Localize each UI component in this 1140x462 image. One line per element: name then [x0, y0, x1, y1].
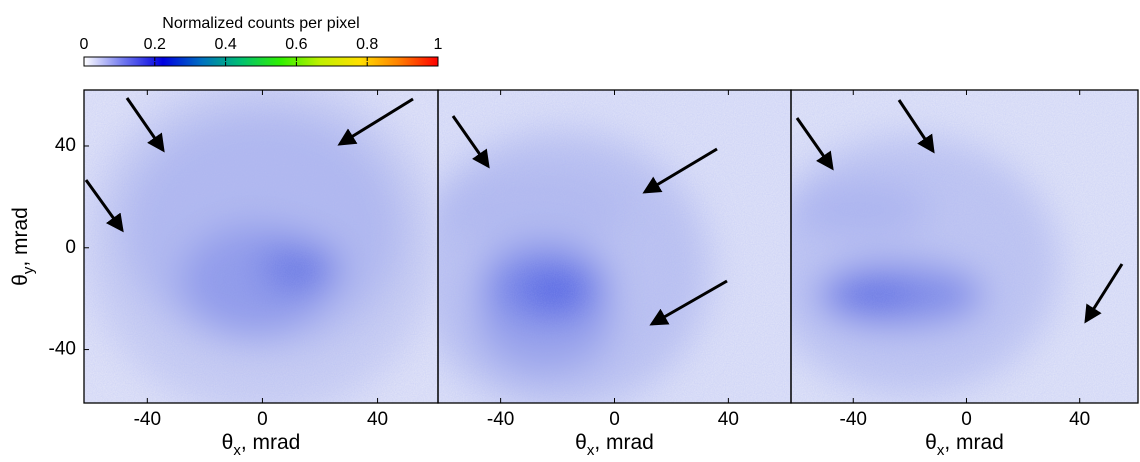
panel-frame — [790, 89, 1139, 404]
x-tick-label: 0 — [609, 409, 620, 430]
colorbar-tick-label: 0.2 — [144, 36, 166, 53]
axis-label-sub: x — [587, 442, 595, 459]
axis-label: θx, mrad — [575, 431, 654, 459]
colorbar — [83, 56, 439, 67]
heatmap-image — [84, 90, 438, 403]
colorbar-title: Normalized counts per pixel — [162, 15, 359, 32]
x-tick-label: -40 — [840, 409, 867, 430]
axis-label-symbol: θ — [925, 431, 937, 454]
axis-label-text: , mrad — [944, 431, 1004, 454]
x-tick-label: 40 — [1069, 409, 1090, 430]
colorbar-tick-label: 0.6 — [285, 36, 307, 53]
axis-label-text: , mrad — [9, 207, 32, 267]
axis-label: θx, mrad — [222, 431, 301, 459]
arrows — [84, 97, 1124, 326]
heatmap-image — [791, 90, 1138, 403]
axis-label-text: , mrad — [241, 431, 301, 454]
colorbar-tick-label: 0 — [80, 36, 89, 53]
x-tick-label: 40 — [367, 409, 388, 430]
x-tick-label: 40 — [718, 409, 739, 430]
x-tick-label: -40 — [487, 409, 514, 430]
x-tick-label: 0 — [961, 409, 972, 430]
x-tick-label: -40 — [134, 409, 161, 430]
colorbar-tick-label: 0.4 — [214, 36, 236, 53]
axis-label-symbol: θ — [222, 431, 234, 454]
heatmap-image — [438, 90, 791, 403]
axis-label: θy, mrad — [9, 207, 37, 286]
y-tick-label: 0 — [65, 237, 76, 258]
colorbar-tick-label: 1 — [434, 36, 443, 53]
axis-label-sub: x — [233, 442, 241, 459]
y-tick-label: -40 — [49, 339, 76, 360]
x-tick-label: 0 — [257, 409, 268, 430]
colorbar-tick-label: 0.8 — [356, 36, 378, 53]
axis-label-sub: y — [20, 266, 37, 274]
axis-label-symbol: θ — [9, 274, 32, 286]
axis-label-symbol: θ — [575, 431, 587, 454]
axis-label-text: , mrad — [594, 431, 654, 454]
axis-label-sub: x — [937, 442, 945, 459]
axis-label: θx, mrad — [925, 431, 1004, 459]
y-tick-label: 40 — [55, 135, 76, 156]
